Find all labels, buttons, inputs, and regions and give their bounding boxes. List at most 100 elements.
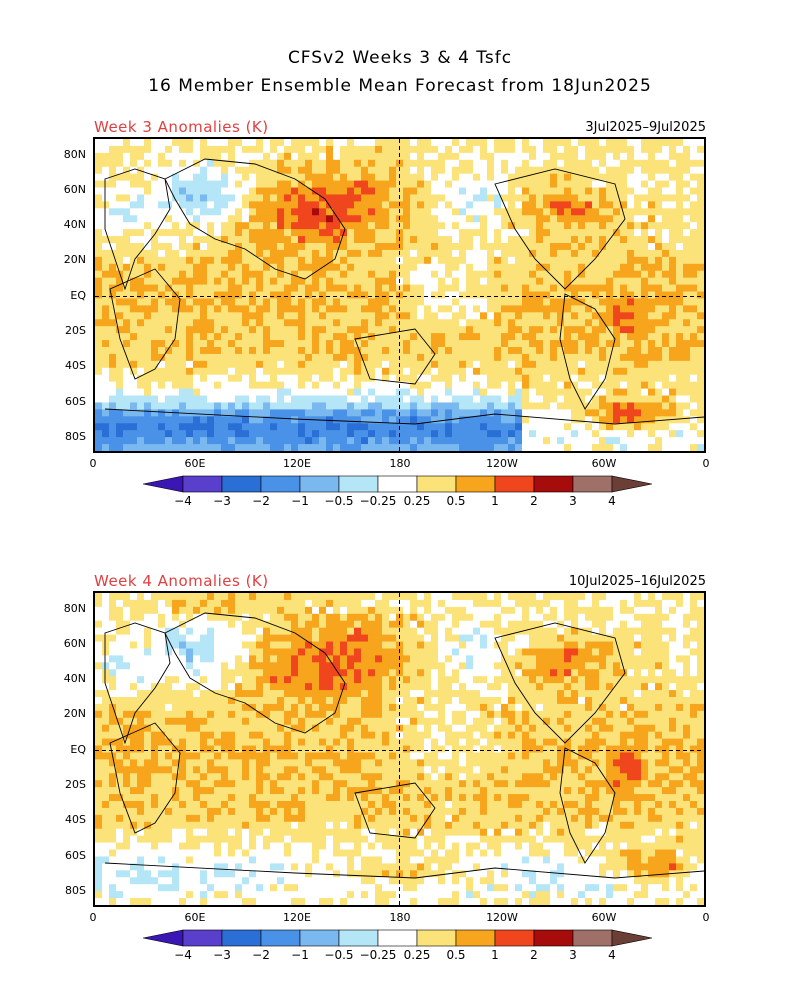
colorbar-swatch-5 — [338, 929, 379, 947]
coastline-5 — [354, 328, 436, 385]
lon-label-6: 0 — [702, 911, 710, 924]
lat-label-60N: 60N — [63, 183, 86, 196]
week-3-anomaly-map — [93, 137, 706, 453]
lat-label-60S: 60S — [65, 395, 86, 408]
colorbar-swatch-1 — [182, 475, 223, 493]
colorbar-swatch-8 — [455, 929, 496, 947]
lat-label-EQ: EQ — [70, 743, 86, 756]
colorbar-arrow-right — [611, 929, 653, 947]
colorbar-swatch-4 — [299, 929, 340, 947]
lat-label-20N: 20N — [63, 253, 86, 266]
lon-label-2: 120E — [283, 457, 311, 470]
panel-1-dates: 3Jul2025–9Jul2025 — [585, 120, 706, 135]
colorbar-tick-0: −4 — [174, 494, 192, 508]
lon-label-5: 60W — [591, 457, 617, 470]
colorbar-tick-9: 2 — [530, 948, 538, 962]
colorbar-tick-2: −2 — [252, 948, 270, 962]
colorbar-tick-10: 3 — [569, 494, 577, 508]
colorbar-swatch-6 — [377, 929, 418, 947]
colorbar-swatch-4 — [299, 475, 340, 493]
lat-label-80N: 80N — [63, 602, 86, 615]
lat-label-60N: 60N — [63, 637, 86, 650]
coastline-1 — [104, 168, 171, 291]
anomaly-field — [95, 139, 704, 451]
coastline-2 — [109, 268, 181, 380]
coastline-3 — [494, 168, 626, 290]
colorbar-swatch-8 — [455, 475, 496, 493]
coastline-0 — [164, 612, 346, 734]
colorbar-tick-11: 4 — [608, 948, 616, 962]
colorbar-swatch-1 — [182, 929, 223, 947]
lat-label-EQ: EQ — [70, 289, 86, 302]
coastline-2 — [109, 722, 181, 834]
colorbar-swatch-9 — [494, 475, 535, 493]
colorbar-tick-11: 4 — [608, 494, 616, 508]
lat-label-20N: 20N — [63, 707, 86, 720]
lat-label-40N: 40N — [63, 672, 86, 685]
colorbar-tick-8: 1 — [491, 948, 499, 962]
coastline-4 — [559, 293, 616, 410]
colorbar-swatch-7 — [416, 929, 457, 947]
colorbar-tick-7: 0.5 — [446, 948, 466, 962]
colorbar-tick-9: 2 — [530, 494, 538, 508]
colorbar-arrow-right — [611, 475, 653, 493]
colorbar-tick-4: −0.5 — [324, 948, 354, 962]
colorbar-tick-6: 0.25 — [403, 494, 431, 508]
lat-label-20S: 20S — [65, 778, 86, 791]
colorbar-swatch-9 — [494, 929, 535, 947]
lon-label-6: 0 — [702, 457, 710, 470]
colorbar-swatch-11 — [572, 475, 613, 493]
panel-2-dates: 10Jul2025–16Jul2025 — [568, 574, 706, 589]
colorbar-swatch-3 — [260, 929, 301, 947]
colorbar-1 — [143, 475, 653, 493]
colorbar-arrow-left — [143, 929, 184, 947]
coastline-4 — [559, 747, 616, 864]
colorbar-swatch-10 — [533, 475, 574, 493]
lon-label-0: 0 — [89, 911, 97, 924]
colorbar-swatch-7 — [416, 475, 457, 493]
lat-label-40S: 40S — [65, 359, 86, 372]
colorbar-tick-2: −2 — [252, 494, 270, 508]
colorbar-tick-3: −1 — [291, 948, 309, 962]
lon-label-1: 60E — [184, 457, 206, 470]
coastline-3 — [494, 622, 626, 744]
coastline-0 — [164, 158, 346, 280]
lat-label-40S: 40S — [65, 813, 86, 826]
coastline-5 — [354, 782, 436, 839]
colorbar-swatch-5 — [338, 475, 379, 493]
colorbar-tick-4: −0.5 — [324, 494, 354, 508]
lon-label-2: 120E — [283, 911, 311, 924]
anomaly-field — [95, 593, 704, 905]
panel-1-label: Week 3 Anomalies (K) — [94, 118, 269, 136]
colorbar-arrow-left — [143, 475, 184, 493]
coastline-1 — [104, 622, 171, 745]
colorbar-swatch-2 — [221, 475, 262, 493]
lat-label-20S: 20S — [65, 324, 86, 337]
colorbar-swatch-3 — [260, 475, 301, 493]
lat-label-60S: 60S — [65, 849, 86, 862]
colorbar-tick-10: 3 — [569, 948, 577, 962]
colorbar-2 — [143, 929, 653, 947]
lat-label-40N: 40N — [63, 218, 86, 231]
colorbar-tick-1: −3 — [213, 948, 231, 962]
colorbar-tick-0: −4 — [174, 948, 192, 962]
colorbar-tick-8: 1 — [491, 494, 499, 508]
colorbar-swatch-11 — [572, 929, 613, 947]
colorbar-tick-1: −3 — [213, 494, 231, 508]
coastline-6 — [104, 862, 704, 879]
lon-label-4: 120W — [486, 457, 518, 470]
panel-2-label: Week 4 Anomalies (K) — [94, 572, 269, 590]
colorbar-tick-3: −1 — [291, 494, 309, 508]
colorbar-tick-5: −0.25 — [359, 494, 397, 508]
colorbar-swatch-10 — [533, 929, 574, 947]
lon-label-4: 120W — [486, 911, 518, 924]
lon-label-0: 0 — [89, 457, 97, 470]
colorbar-tick-7: 0.5 — [446, 494, 466, 508]
lat-label-80N: 80N — [63, 148, 86, 161]
lat-label-80S: 80S — [65, 430, 86, 443]
title-line-1: CFSv2 Weeks 3 & 4 Tsfc — [287, 48, 513, 68]
colorbar-swatch-6 — [377, 475, 418, 493]
lat-label-80S: 80S — [65, 884, 86, 897]
title-line-2: 16 Member Ensemble Mean Forecast from 18… — [148, 76, 652, 96]
colorbar-tick-6: 0.25 — [403, 948, 431, 962]
